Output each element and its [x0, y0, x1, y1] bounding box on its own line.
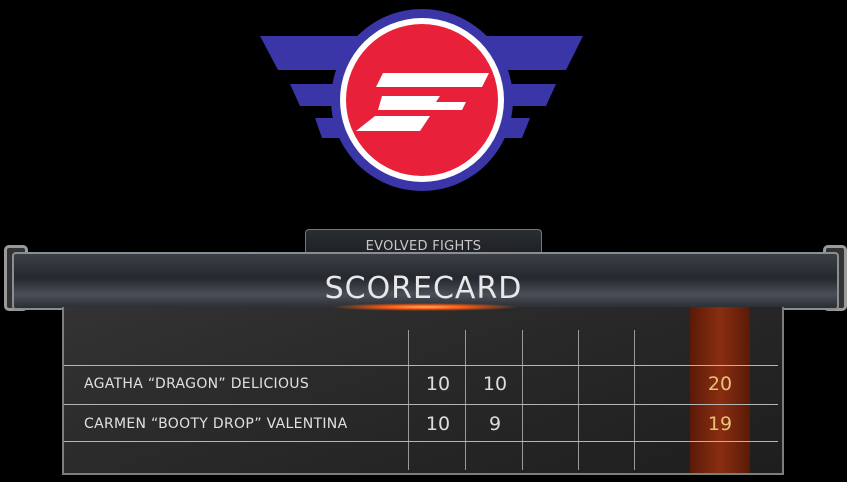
fighter-name: CARMEN “BOOTY DROP” VALENTINA	[84, 416, 348, 432]
column-divider	[465, 330, 466, 470]
header-bar	[12, 252, 839, 310]
row-divider	[64, 365, 778, 366]
scorecard-table	[62, 307, 784, 475]
column-divider	[634, 330, 635, 470]
column-divider	[578, 330, 579, 470]
total-score: 20	[707, 373, 733, 395]
header-glow	[330, 303, 520, 311]
column-divider	[522, 330, 523, 470]
fighter-name: AGATHA “DRAGON” DELICIOUS	[84, 376, 310, 392]
round-score: 10	[425, 373, 451, 395]
evolved-fights-logo	[260, 9, 583, 191]
column-divider	[408, 330, 409, 470]
round-score: 10	[482, 373, 508, 395]
round-score: 9	[488, 413, 502, 435]
total-score: 19	[707, 413, 733, 435]
round-score: 10	[425, 413, 451, 435]
row-divider	[64, 404, 778, 405]
total-column-highlight	[690, 307, 750, 473]
page-title: SCORECARD	[324, 271, 523, 306]
row-divider	[64, 441, 778, 442]
